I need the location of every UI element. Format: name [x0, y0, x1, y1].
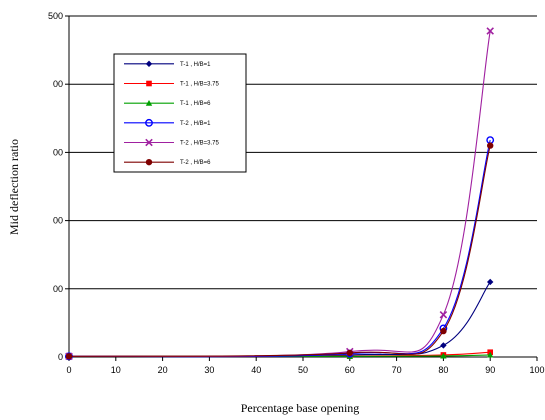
x-tick-label: 60: [345, 365, 355, 375]
legend: T-1 , H/B=1 T-1 , H/B=3.75 T-1 , H/B=6 T-2 …: [113, 53, 247, 173]
data-point: [440, 327, 447, 335]
y-tick-label: 00: [53, 216, 63, 226]
data-point: [486, 27, 494, 35]
x-tick-label: 90: [485, 365, 495, 375]
data-point: [440, 352, 447, 359]
legend-swatch-marker: [145, 99, 153, 106]
series-6: [65, 142, 494, 360]
legend-label: T-2 , H/B=1: [180, 121, 211, 127]
legend-entry: T-2 , H/B=3.75: [124, 138, 220, 147]
legend-box: [113, 53, 247, 173]
x-tick-label: 10: [111, 365, 121, 375]
x-tick-label: 40: [251, 365, 261, 375]
y-tick-label: 00: [53, 79, 63, 89]
marker-stroke: [439, 310, 448, 319]
x-tick-label: 20: [158, 365, 168, 375]
x-tick-label: 30: [204, 365, 214, 375]
legend-label: T-1 , H/B=3.75: [180, 82, 220, 88]
data-point: [440, 342, 447, 349]
legend-entry: T-2 , H/B=1: [124, 118, 211, 127]
legend-label: T-2 , H/B=3.75: [180, 141, 220, 147]
y-tick-label: 00: [53, 147, 63, 157]
data-point: [439, 310, 448, 319]
y-tick-label: 0: [58, 352, 63, 362]
legend-entry: T-1 , H/B=3.75: [124, 80, 220, 88]
x-tick-label: 0: [66, 365, 71, 375]
x-axis-title: Percentage base opening: [241, 401, 360, 415]
x-tick-label: 80: [438, 365, 448, 375]
legend-label: T-2 , H/B=6: [180, 160, 211, 166]
series-line: [68, 281, 491, 357]
data-point: [65, 353, 73, 360]
legend-swatch-marker: [145, 158, 153, 166]
legend-label: T-1 , H/B=1: [180, 62, 211, 68]
x-tick-label: 50: [298, 365, 308, 375]
legend-entry: T-2 , H/B=6: [124, 158, 211, 166]
series-line: [68, 139, 491, 358]
legend-entry: T-1 , H/B=6: [124, 99, 211, 107]
series-2: [66, 349, 493, 360]
legend-swatch-marker: [145, 138, 153, 147]
series-line: [68, 145, 491, 357]
marker-stroke: [145, 138, 153, 147]
y-tick-label: 500: [48, 11, 63, 21]
legend-entry: T-1 , H/B=1: [124, 60, 211, 68]
marker-stroke: [486, 27, 494, 35]
legend-swatch-marker: [145, 118, 153, 127]
data-point: [487, 142, 494, 149]
y-tick-label: 00: [53, 284, 63, 294]
x-tick-label: 70: [392, 365, 402, 375]
legend-swatch-marker: [145, 60, 153, 68]
x-tick-labels: 0 10 20 30 40 50 60 70 80 90 100: [66, 365, 544, 375]
legend-label: T-1 , H/B=6: [180, 101, 211, 107]
legend-swatch-marker: [146, 80, 152, 87]
series-group: [65, 27, 495, 361]
data-point: [487, 278, 494, 286]
data-point: [346, 349, 353, 357]
x-tick-label: 100: [529, 365, 544, 375]
y-axis-title: Mid deflection ratio: [7, 139, 21, 235]
data-point: [487, 351, 494, 358]
